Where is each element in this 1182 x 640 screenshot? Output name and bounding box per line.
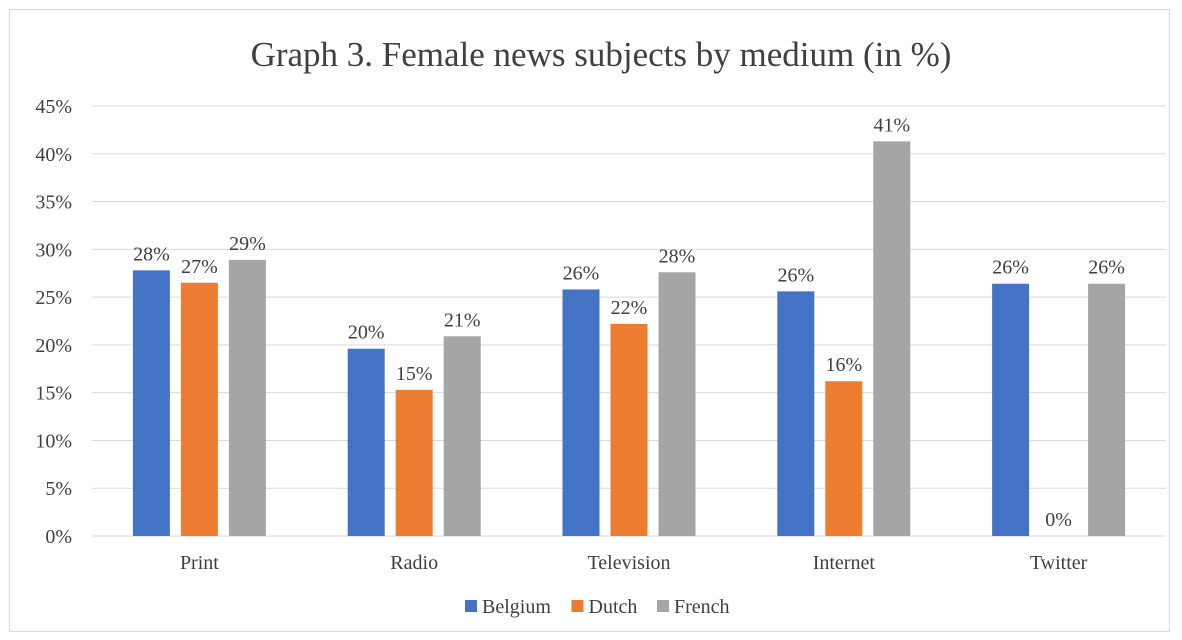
x-axis-ticks: Print Radio Television Internet Twitter (180, 552, 1088, 574)
y-tick-label: 5% (45, 478, 72, 500)
chart-title: Graph 3. Female news subjects by medium … (251, 35, 952, 74)
data-label: 0% (1045, 509, 1072, 531)
y-axis-ticks: 0% 5% 10% 15% 20% 25% 30% 35% 40% 45% (35, 96, 72, 548)
bar-dutch (180, 282, 218, 536)
data-label: 22% (611, 297, 648, 319)
x-tick-label: Twitter (1030, 552, 1088, 574)
y-tick-label: 10% (35, 430, 72, 452)
legend-label: Dutch (589, 596, 638, 618)
data-label: 28% (133, 243, 170, 265)
x-tick-label: Internet (813, 552, 876, 574)
bar-dutch (610, 323, 648, 536)
y-tick-label: 40% (35, 144, 72, 166)
legend-label: Belgium (482, 596, 551, 618)
data-label: 20% (348, 322, 385, 344)
x-tick-label: Television (587, 552, 670, 574)
data-label: 26% (1088, 257, 1125, 279)
bar-french (873, 141, 911, 536)
bar-french (443, 336, 481, 536)
gridlines (92, 105, 1166, 537)
bar-belgium (992, 283, 1030, 536)
legend-swatch (465, 600, 477, 612)
bar-dutch (395, 389, 433, 536)
data-label: 28% (659, 245, 696, 267)
y-tick-label: 45% (35, 96, 72, 118)
bar-belgium (347, 348, 385, 536)
data-label: 27% (181, 256, 218, 278)
bar-french (1088, 283, 1126, 536)
data-label: 41% (873, 114, 910, 136)
data-label: 21% (444, 309, 481, 331)
data-label: 29% (229, 233, 266, 255)
y-tick-label: 35% (35, 192, 72, 214)
bar-belgium (777, 291, 815, 536)
x-tick-label: Print (180, 552, 219, 574)
y-tick-label: 15% (35, 383, 72, 405)
legend-item-belgium: Belgium (465, 596, 551, 618)
legend-item-dutch: Dutch (571, 596, 638, 618)
legend-swatch (657, 600, 669, 612)
data-labels: 28% 27% 29% 20% 15% 21% 26% 22% 28% 26% 16% 41% 26% 0… (133, 114, 1125, 531)
legend-item-french: French (657, 596, 730, 618)
bars (132, 141, 1126, 536)
bar-belgium (562, 289, 600, 536)
data-label: 15% (396, 363, 433, 385)
x-tick-label: Radio (390, 552, 438, 574)
bar-belgium (132, 270, 170, 536)
bar-dutch (825, 381, 863, 536)
data-label: 26% (777, 264, 814, 286)
legend: Belgium Dutch French (465, 596, 730, 618)
y-tick-label: 20% (35, 335, 72, 357)
bar-french (228, 259, 266, 536)
bar-french (658, 272, 696, 536)
legend-swatch (571, 600, 584, 612)
data-label: 26% (992, 257, 1029, 279)
legend-label: French (674, 596, 730, 618)
data-label: 26% (563, 262, 600, 284)
y-tick-label: 0% (45, 526, 72, 548)
y-tick-label: 30% (35, 239, 72, 261)
data-label: 16% (825, 354, 862, 376)
y-tick-label: 25% (35, 287, 72, 309)
